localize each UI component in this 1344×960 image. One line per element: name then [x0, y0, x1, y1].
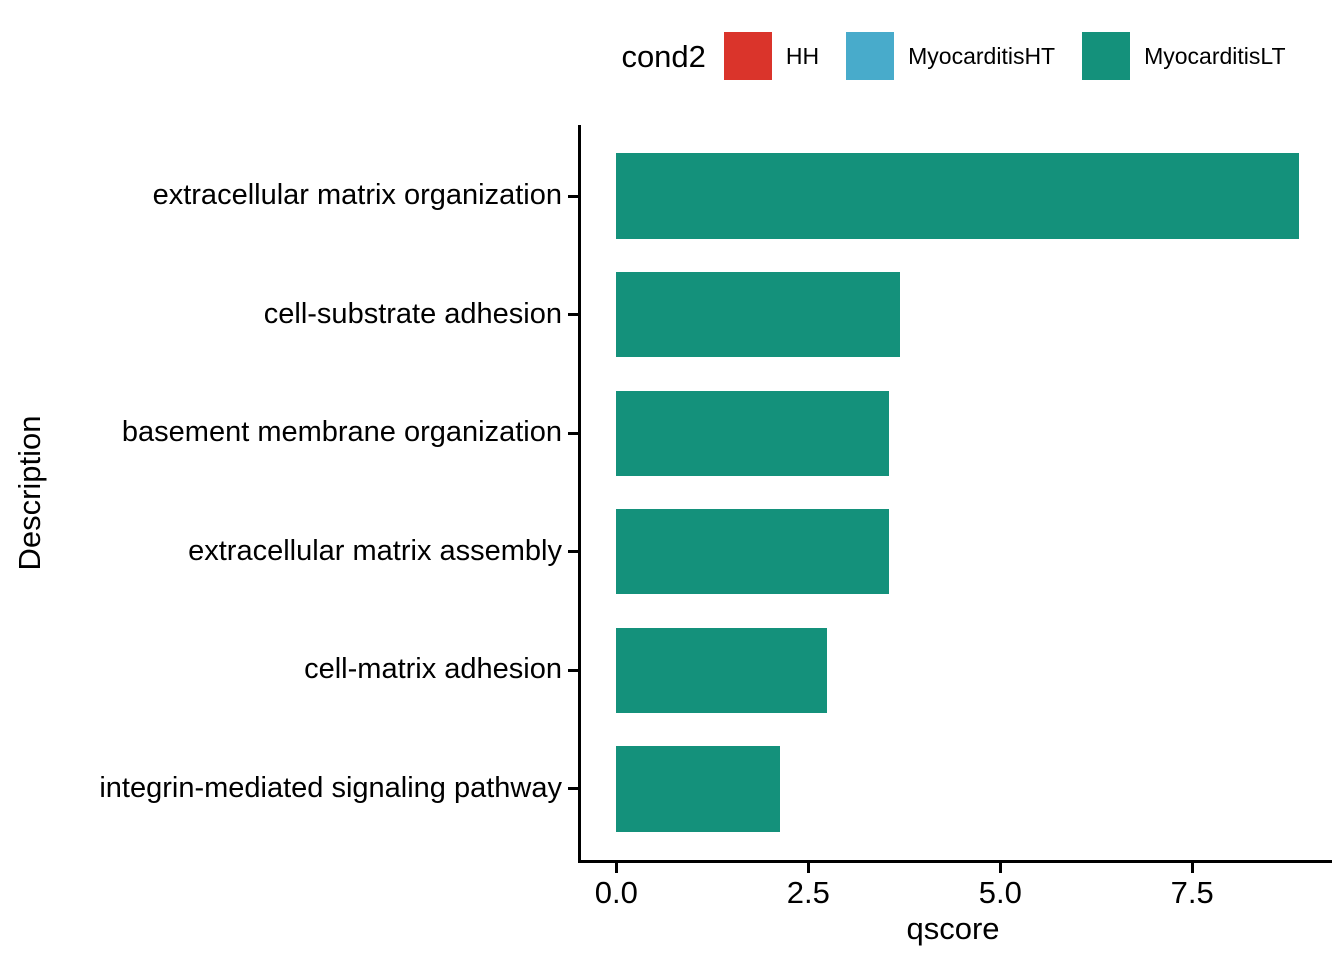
x-axis-title: qscore — [906, 911, 1000, 946]
y-axis-tick — [568, 668, 578, 672]
legend-item-label: MyocarditisHT — [908, 42, 1056, 69]
legend: cond2 HH MyocarditisHT MyocarditisLT — [578, 30, 1329, 82]
bar — [616, 272, 901, 358]
legend-item: HH — [723, 32, 820, 80]
plot-panel — [568, 125, 1332, 873]
y-axis-tick — [568, 787, 578, 791]
bar — [616, 390, 889, 476]
legend-swatch-myocarditisht — [846, 32, 895, 80]
legend-item-label: MyocarditisLT — [1144, 42, 1286, 69]
legend-swatch-hh — [723, 32, 772, 80]
x-axis-tick — [806, 863, 810, 873]
x-tick-label: 7.5 — [1170, 875, 1214, 910]
bar — [616, 627, 828, 713]
bar — [616, 746, 780, 832]
y-axis-tick — [568, 313, 578, 317]
legend-title: cond2 — [621, 38, 706, 74]
legend-swatch-myocarditislt — [1082, 32, 1131, 80]
y-axis-tick — [568, 550, 578, 554]
legend-items: HH MyocarditisHT MyocarditisLT — [723, 32, 1286, 80]
legend-item-label: HH — [785, 42, 820, 69]
category-label: extracellular matrix assembly — [188, 534, 562, 567]
x-tick-label: 2.5 — [786, 875, 830, 910]
category-label: cell-substrate adhesion — [263, 297, 562, 330]
category-label: basement membrane organization — [121, 416, 562, 449]
legend-item: MyocarditisLT — [1082, 32, 1286, 80]
legend-item: MyocarditisHT — [846, 32, 1055, 80]
x-tick-label: 5.0 — [978, 875, 1022, 910]
category-label: integrin-mediated signaling pathway — [99, 771, 562, 804]
x-tick-label: 0.0 — [594, 875, 638, 910]
category-label: extracellular matrix organization — [152, 179, 562, 212]
bar — [616, 153, 1299, 239]
x-axis-tick — [998, 863, 1002, 873]
bar — [616, 509, 889, 595]
category-label: cell-matrix adhesion — [304, 653, 562, 686]
y-axis-tick — [568, 194, 578, 198]
x-axis-tick — [614, 863, 618, 873]
y-axis-tick — [568, 431, 578, 435]
x-axis-tick — [1190, 863, 1194, 873]
